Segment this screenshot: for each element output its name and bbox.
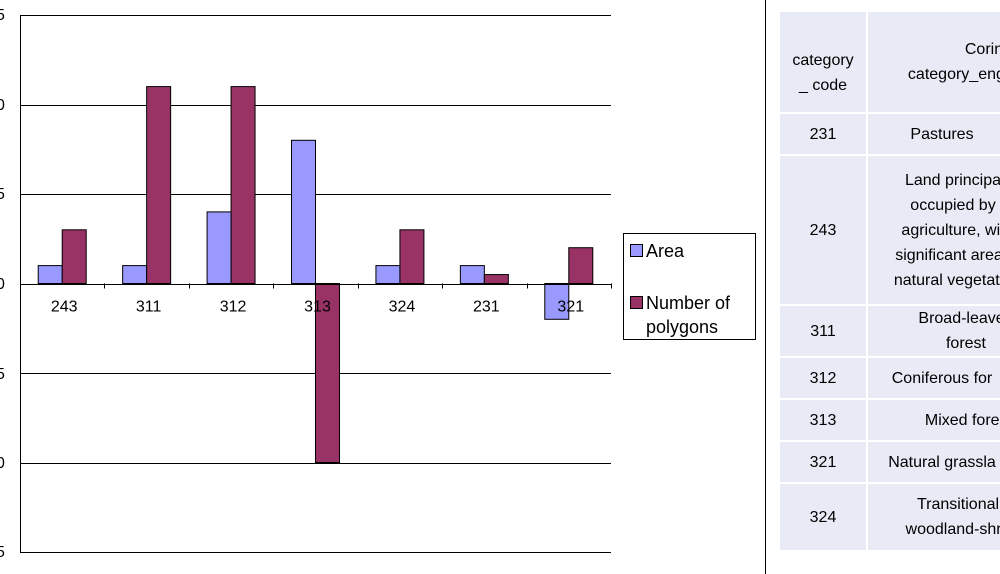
category-label: 321 — [557, 299, 584, 316]
cell-code: 231 — [780, 114, 866, 154]
bar-area — [122, 265, 148, 285]
cell-name: Natural grassla — [868, 442, 1000, 482]
table-row: 312 Coniferous for — [780, 358, 1000, 398]
cell-name: Land principa occupied by agriculture, w… — [868, 156, 1000, 304]
table-row: 324 Transitional woodland-shru — [780, 484, 1000, 550]
cell-code: 243 — [780, 156, 866, 304]
cell-name: Broad-leaved forest — [868, 306, 1000, 356]
cell-name: Pastures — [868, 114, 1000, 154]
legend-item-area: Area — [630, 239, 684, 263]
y-tick-label: 5 — [0, 186, 5, 203]
table-row: 231 Pastures — [780, 114, 1000, 154]
y-tick-label: 0 — [0, 455, 5, 472]
cell-code: 324 — [780, 484, 866, 550]
bars — [37, 86, 594, 463]
y-tick-label: 5 — [0, 7, 5, 24]
header-name: Corine category_engli — [868, 12, 1000, 112]
bar-number-of-polygons — [230, 86, 256, 284]
cell-code: 313 — [780, 400, 866, 440]
category-label: 313 — [304, 299, 331, 316]
bar-area — [206, 211, 232, 284]
legend-label: Area — [646, 241, 685, 261]
bar-area — [459, 265, 485, 285]
table-row: 311 Broad-leaved forest — [780, 306, 1000, 356]
bar-area — [375, 265, 401, 285]
bar-number-of-polygons — [568, 247, 594, 284]
cell-code: 312 — [780, 358, 866, 398]
bar-number-of-polygons — [399, 229, 425, 285]
bar-area — [37, 265, 63, 285]
legend-swatch-area — [630, 244, 643, 257]
table-row: 313 Mixed forest — [780, 400, 1000, 440]
bar-area — [291, 139, 316, 284]
cell-code: 321 — [780, 442, 866, 482]
chart-legend: Area Number of polygons — [623, 233, 756, 340]
category-label: 324 — [389, 299, 416, 316]
category-label: 311 — [136, 299, 162, 316]
cell-code: 311 — [780, 306, 866, 356]
legend-swatch-polygons — [630, 296, 643, 309]
y-tick-label: 5 — [0, 544, 5, 561]
bar-number-of-polygons — [315, 283, 340, 463]
y-tick-label: 5 — [0, 366, 5, 383]
y-tick-label: 0 — [0, 276, 5, 293]
table-row: 243 Land principa occupied by agricultur… — [780, 156, 1000, 304]
table-header-row: category_ code Corine category_engli — [780, 12, 1000, 112]
y-tick-label: 0 — [0, 97, 5, 114]
bar-number-of-polygons — [61, 229, 87, 285]
category-table: category_ code Corine category_engli 231… — [778, 10, 1000, 552]
axes — [20, 15, 612, 552]
bar-number-of-polygons — [146, 86, 172, 284]
cell-name: Coniferous for — [868, 358, 1000, 398]
category-label: 312 — [220, 299, 247, 316]
header-code: category_ code — [780, 12, 866, 112]
category-table-panel: category_ code Corine category_engli 231… — [778, 10, 1000, 552]
category-labels: 243 311 312 313 324 231 321 — [51, 299, 584, 316]
panel-divider — [765, 0, 766, 574]
table-row: 321 Natural grassla — [780, 442, 1000, 482]
bar-chart: 5 0 5 0 5 0 5 243 311 312 313 324 231 32… — [0, 7, 612, 561]
category-label: 231 — [473, 299, 500, 316]
y-tick-labels: 5 0 5 0 5 0 5 — [0, 7, 5, 561]
cell-name: Mixed forest — [868, 400, 1000, 440]
category-label: 243 — [51, 299, 78, 316]
bar-number-of-polygons — [483, 274, 509, 284]
legend-item-polygons: Number of polygons — [630, 291, 750, 339]
bar-area — [544, 283, 570, 320]
legend-label: Number of polygons — [646, 293, 731, 337]
cell-name: Transitional woodland-shru — [868, 484, 1000, 550]
